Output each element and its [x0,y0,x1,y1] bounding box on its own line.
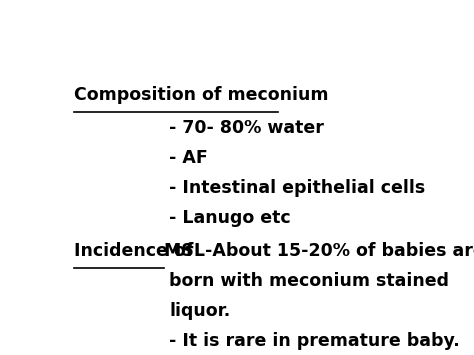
Text: - Lanugo etc: - Lanugo etc [169,209,291,227]
Text: Composition of meconium: Composition of meconium [74,86,328,104]
Text: liquor.: liquor. [169,302,231,320]
Text: - Intestinal epithelial cells: - Intestinal epithelial cells [169,179,426,197]
Text: born with meconium stained: born with meconium stained [169,272,449,290]
Text: MSL-About 15-20% of babies are: MSL-About 15-20% of babies are [164,242,474,260]
Text: - 70- 80% water: - 70- 80% water [169,119,324,137]
Text: Incidence of: Incidence of [74,242,200,260]
Text: - It is rare in premature baby.: - It is rare in premature baby. [169,332,460,350]
Text: - AF: - AF [169,149,208,167]
